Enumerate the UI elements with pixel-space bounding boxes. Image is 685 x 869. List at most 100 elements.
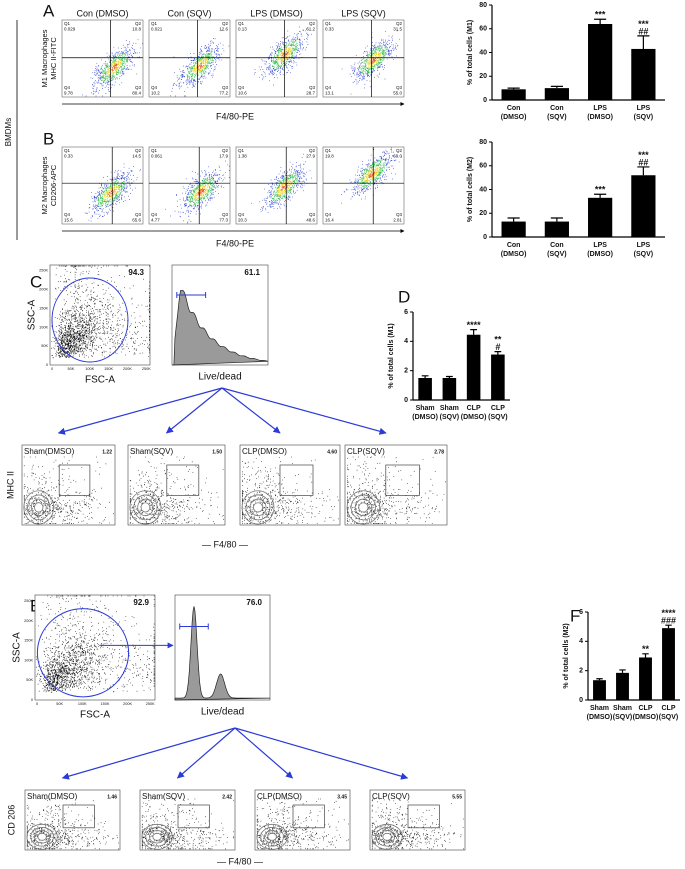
x-tick-label: (SQV) — [613, 714, 632, 721]
quadrant-name: Q4 — [151, 85, 158, 90]
x-tick-label: Sham — [416, 405, 435, 412]
quadrant-value: 28.7 — [306, 91, 315, 96]
x-tick-label: LPS — [593, 242, 607, 249]
x-tick-label: (SQV) — [547, 251, 566, 258]
sample-gate — [292, 804, 325, 829]
bar — [544, 221, 569, 237]
error-bar — [594, 193, 607, 198]
gate-arrow — [221, 387, 387, 435]
x-axis-label: FSC-A — [80, 710, 110, 721]
quadrant-name: Q4 — [151, 212, 158, 217]
event-dots — [371, 798, 464, 850]
x-axis-label: Live/dead — [198, 372, 241, 383]
quadrant-name: Q4 — [325, 212, 332, 217]
y-axis-label: CD206-APC — [49, 164, 58, 206]
y-tick-label: 60 — [479, 163, 487, 170]
error-bar — [494, 351, 502, 355]
contour-line — [264, 830, 281, 844]
event-dots — [197, 188, 205, 196]
significance: # — [495, 342, 500, 352]
quadrant-value: 0.33 — [64, 154, 73, 159]
quadrant-name: Q1 — [325, 148, 332, 153]
quadrant-name: Q2 — [135, 148, 142, 153]
gate-ellipse — [36, 608, 130, 698]
y-tick-label: 100K — [24, 658, 33, 662]
quadrant-value: 10.6 — [238, 91, 247, 96]
sample-name: Sham(SQV) — [130, 447, 173, 456]
contour-line — [30, 498, 47, 517]
contour-line — [23, 490, 55, 525]
contour-line — [141, 823, 173, 850]
bar — [639, 657, 652, 700]
y-axis-label: % of total cells (M2) — [563, 623, 570, 688]
contour-line — [350, 494, 376, 521]
y-tick-label: 0 — [579, 697, 583, 704]
event-dots — [97, 178, 125, 207]
quadrant-name: Q2 — [222, 148, 229, 153]
bar — [442, 378, 457, 400]
y-tick-label: 250K — [39, 269, 48, 273]
significance: ## — [638, 157, 648, 167]
contour-line — [379, 830, 396, 844]
gate-arrow — [234, 727, 409, 780]
y-tick-label: 200K — [24, 619, 33, 623]
x-tick-label: 250K — [142, 367, 151, 371]
y-tick-label: 80 — [479, 139, 487, 146]
flow-plot-frame — [235, 146, 318, 225]
significance: *** — [595, 10, 606, 20]
gate-arrow — [61, 727, 236, 780]
gate-arrow — [57, 387, 223, 435]
y-tick-label: 0 — [483, 234, 487, 241]
event-dots — [51, 265, 150, 359]
contour-line — [152, 832, 162, 841]
error-bar — [596, 678, 603, 681]
x-tick-label: Sham — [590, 705, 609, 712]
y-axis-label: MHC II-FITC — [49, 37, 58, 80]
significance: *** — [595, 185, 606, 195]
quadrant-value: 19.8 — [325, 154, 334, 159]
contour-line — [346, 490, 381, 525]
y-tick-label: 40 — [479, 49, 487, 56]
sample-name: Sham(DMSO) — [24, 447, 75, 456]
y-tick-label: 60 — [479, 26, 487, 33]
x-axis-label: — F4/80 — — [217, 856, 263, 866]
sample-gate — [279, 464, 314, 496]
event-dots — [186, 52, 215, 81]
event-dots — [197, 62, 204, 70]
quadrant-name: Q1 — [151, 148, 158, 153]
sample-name: CLP(DMSO) — [257, 792, 302, 801]
x-tick-label: (DMSO) — [587, 251, 613, 258]
quadrant-value: 77.3 — [219, 218, 228, 223]
histogram-gate — [176, 292, 207, 298]
gate-arrow — [165, 387, 223, 434]
gate-value: 76.0 — [246, 598, 262, 607]
y-tick-label: 250K — [24, 599, 33, 603]
bar — [501, 89, 526, 100]
y-tick-label: 200K — [39, 288, 48, 292]
quadrant-value: 77.2 — [219, 91, 228, 96]
quadrant-value: 65.6 — [132, 218, 141, 223]
y-tick-label: 50K — [26, 678, 33, 682]
y-tick-label: 2 — [579, 668, 583, 675]
quadrant-value: 55.0 — [393, 91, 402, 96]
quadrant-name: Q3 — [222, 212, 229, 217]
scatter-frame — [34, 594, 156, 701]
event-dots — [251, 153, 312, 214]
bar — [662, 628, 675, 700]
quadrant-value: 0.021 — [151, 27, 163, 32]
gate-arrow — [221, 387, 281, 434]
quadrant-name: Q1 — [238, 148, 245, 153]
sample-name: Sham(DMSO) — [27, 792, 78, 801]
y-tick-label: 0 — [404, 397, 408, 404]
x-tick-label: LPS — [637, 242, 651, 249]
y-tick-label: 0 — [483, 97, 487, 104]
quadrant-name: Q3 — [135, 212, 142, 217]
quadrant-value: 10.8 — [132, 27, 141, 32]
sample-gate — [407, 804, 440, 829]
event-dots — [36, 595, 155, 693]
x-tick-label: Con — [550, 105, 564, 112]
x-tick-label: (DMSO) — [633, 714, 659, 721]
contour-line — [249, 498, 267, 517]
